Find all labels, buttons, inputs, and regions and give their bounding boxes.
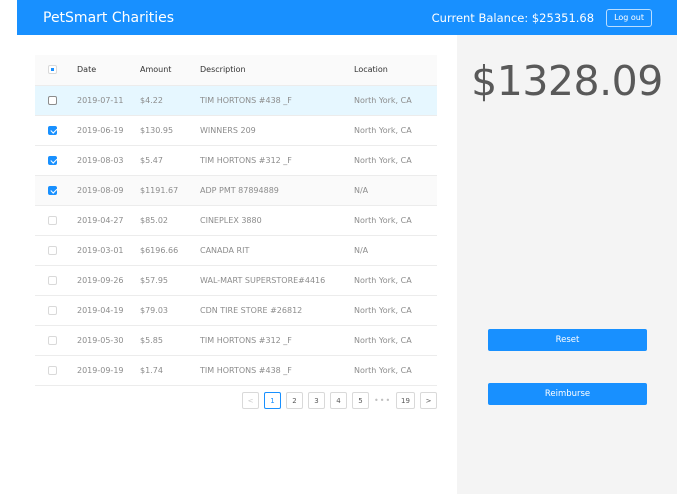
header-right: Current Balance: $25351.68 Log out — [431, 8, 652, 27]
row-checkbox[interactable] — [48, 335, 57, 345]
column-header-description[interactable]: Description — [200, 55, 354, 86]
page-1-button[interactable]: 1 — [264, 392, 281, 409]
cell-description: TIM HORTONS #312 _F — [200, 145, 354, 176]
cell-location: North York, CA — [354, 85, 437, 116]
cell-date: 2019-09-19 — [70, 355, 140, 386]
cell-date: 2019-04-19 — [70, 295, 140, 326]
table-row[interactable]: 2019-09-26 $57.95 WAL-MART SUPERSTORE#4416… — [35, 265, 437, 296]
reset-button[interactable]: Reset — [488, 329, 647, 351]
summary-panel: $1328.09 Reset Reimburse — [457, 35, 677, 494]
table-row[interactable]: 2019-04-19 $79.03 CDN TIRE STORE #26812 Nor… — [35, 295, 437, 326]
logout-button[interactable]: Log out — [606, 8, 652, 27]
cell-amount: $79.03 — [140, 295, 200, 326]
row-checkbox[interactable] — [48, 155, 57, 165]
cell-location: North York, CA — [354, 355, 437, 386]
cell-description: TIM HORTONS #312 _F — [200, 325, 354, 356]
cell-description: WINNERS 209 — [200, 115, 354, 146]
row-select-cell — [35, 175, 70, 206]
table-row[interactable]: 2019-07-11 $4.22 TIM HORTONS #438 _F North … — [35, 85, 437, 116]
selected-total: $1328.09 — [471, 57, 663, 105]
row-checkbox[interactable] — [48, 185, 57, 195]
cell-location: N/A — [354, 175, 437, 206]
cell-amount: $85.02 — [140, 205, 200, 236]
pagination: < 1 2 3 4 5 ••• 19 > — [242, 392, 437, 409]
row-checkbox[interactable] — [48, 125, 57, 135]
cell-description: WAL-MART SUPERSTORE#4416 — [200, 265, 354, 296]
app-header: PetSmart Charities Current Balance: $253… — [17, 0, 677, 35]
column-header-amount[interactable]: Amount — [140, 55, 200, 86]
row-select-cell — [35, 235, 70, 266]
row-checkbox[interactable] — [48, 215, 57, 225]
table-row[interactable]: 2019-03-01 $6196.66 CANADA RIT N/A — [35, 235, 437, 266]
cell-date: 2019-06-19 — [70, 115, 140, 146]
cell-amount: $6196.66 — [140, 235, 200, 266]
row-checkbox[interactable] — [48, 95, 57, 105]
cell-date: 2019-08-03 — [70, 145, 140, 176]
cell-amount: $1191.67 — [140, 175, 200, 206]
row-checkbox[interactable] — [48, 245, 57, 255]
cell-location: North York, CA — [354, 205, 437, 236]
row-select-cell — [35, 115, 70, 146]
select-all-cell — [35, 55, 70, 86]
cell-date: 2019-04-27 — [70, 205, 140, 236]
cell-amount: $4.22 — [140, 85, 200, 116]
row-select-cell — [35, 205, 70, 236]
reimburse-button[interactable]: Reimburse — [488, 383, 647, 405]
app-title: PetSmart Charities — [43, 9, 175, 26]
cell-description: TIM HORTONS #438 _F — [200, 85, 354, 116]
row-select-cell — [35, 265, 70, 296]
transactions-table: Date Amount Description Location 2019-07… — [35, 55, 437, 386]
next-page-button[interactable]: > — [420, 392, 437, 409]
cell-location: North York, CA — [354, 265, 437, 296]
cell-location: North York, CA — [354, 115, 437, 146]
cell-amount: $130.95 — [140, 115, 200, 146]
cell-description: CDN TIRE STORE #26812 — [200, 295, 354, 326]
page-2-button[interactable]: 2 — [286, 392, 303, 409]
row-select-cell — [35, 145, 70, 176]
row-checkbox[interactable] — [48, 305, 57, 315]
cell-location: North York, CA — [354, 295, 437, 326]
row-select-cell — [35, 85, 70, 116]
cell-description: CANADA RIT — [200, 235, 354, 266]
cell-date: 2019-03-01 — [70, 235, 140, 266]
column-header-date[interactable]: Date — [70, 55, 140, 86]
cell-description: CINEPLEX 3880 — [200, 205, 354, 236]
row-checkbox[interactable] — [48, 365, 57, 375]
page-19-button[interactable]: 19 — [396, 392, 415, 409]
prev-page-button[interactable]: < — [242, 392, 259, 409]
table-row[interactable]: 2019-08-03 $5.47 TIM HORTONS #312 _F North … — [35, 145, 437, 176]
table-row[interactable]: 2019-08-09 $1191.67 ADP PMT 87894889 N/A — [35, 175, 437, 206]
cell-date: 2019-07-11 — [70, 85, 140, 116]
row-checkbox[interactable] — [48, 275, 57, 285]
cell-date: 2019-08-09 — [70, 175, 140, 206]
page-5-button[interactable]: 5 — [352, 392, 369, 409]
page-4-button[interactable]: 4 — [330, 392, 347, 409]
cell-description: TIM HORTONS #438 _F — [200, 355, 354, 386]
page-3-button[interactable]: 3 — [308, 392, 325, 409]
table-row[interactable]: 2019-05-30 $5.85 TIM HORTONS #312 _F North … — [35, 325, 437, 356]
table-row[interactable]: 2019-04-27 $85.02 CINEPLEX 3880 North York,… — [35, 205, 437, 236]
table-header-row: Date Amount Description Location — [35, 55, 437, 86]
cell-amount: $5.85 — [140, 325, 200, 356]
select-all-checkbox[interactable] — [48, 65, 57, 75]
cell-date: 2019-05-30 — [70, 325, 140, 356]
cell-amount: $57.95 — [140, 265, 200, 296]
cell-amount: $1.74 — [140, 355, 200, 386]
cell-location: North York, CA — [354, 145, 437, 176]
cell-location: North York, CA — [354, 325, 437, 356]
row-select-cell — [35, 295, 70, 326]
pagination-ellipsis[interactable]: ••• — [374, 396, 392, 405]
cell-amount: $5.47 — [140, 145, 200, 176]
cell-description: ADP PMT 87894889 — [200, 175, 354, 206]
row-select-cell — [35, 355, 70, 386]
cell-location: N/A — [354, 235, 437, 266]
table-row[interactable]: 2019-09-19 $1.74 TIM HORTONS #438 _F North … — [35, 355, 437, 386]
current-balance: Current Balance: $25351.68 — [431, 10, 595, 25]
row-select-cell — [35, 325, 70, 356]
column-header-location[interactable]: Location — [354, 55, 437, 86]
table-row[interactable]: 2019-06-19 $130.95 WINNERS 209 North York, … — [35, 115, 437, 146]
transactions-panel: Date Amount Description Location 2019-07… — [17, 35, 457, 494]
cell-date: 2019-09-26 — [70, 265, 140, 296]
